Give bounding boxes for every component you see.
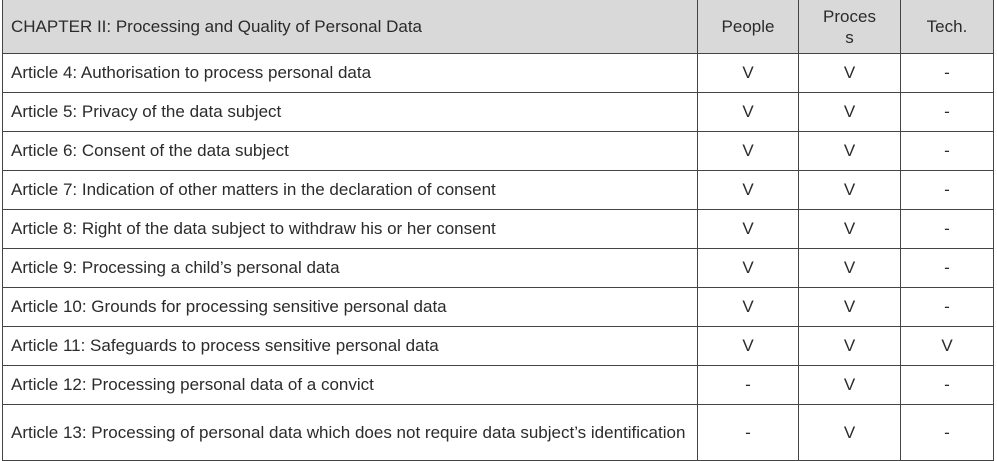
header-tech: Tech.: [900, 0, 994, 54]
tech-cell: -: [900, 209, 994, 249]
people-cell: V: [697, 53, 799, 93]
tech-cell: -: [900, 92, 994, 132]
table-row: Article 6: Consent of the data subject V V…: [2, 131, 994, 171]
tech-cell: -: [900, 53, 994, 93]
process-cell: V: [798, 209, 901, 249]
article-cell: Article 8: Right of the data subject to …: [2, 209, 698, 249]
article-cell: Article 9: Processing a child’s personal…: [2, 248, 698, 288]
people-cell: V: [697, 248, 799, 288]
article-cell: Article 13: Processing of personal data …: [2, 404, 698, 461]
tech-cell: -: [900, 131, 994, 171]
process-cell: V: [798, 53, 901, 93]
article-cell: Article 12: Processing personal data of …: [2, 365, 698, 405]
tech-cell: -: [900, 365, 994, 405]
article-cell: Article 11: Safeguards to process sensit…: [2, 326, 698, 366]
header-people: People: [697, 0, 799, 54]
table-row: Article 13: Processing of personal data …: [2, 404, 994, 461]
process-cell: V: [798, 326, 901, 366]
article-cell: Article 6: Consent of the data subject: [2, 131, 698, 171]
table-row: Article 5: Privacy of the data subject V V…: [2, 92, 994, 132]
table-row: Article 4: Authorisation to process pers…: [2, 53, 994, 93]
process-cell: V: [798, 170, 901, 210]
process-cell: V: [798, 131, 901, 171]
article-cell: Article 10: Grounds for processing sensi…: [2, 287, 698, 327]
people-cell: V: [697, 326, 799, 366]
tech-cell: V: [900, 326, 994, 366]
tech-cell: -: [900, 287, 994, 327]
article-cell: Article 7: Indication of other matters i…: [2, 170, 698, 210]
people-cell: V: [697, 287, 799, 327]
article-cell: Article 5: Privacy of the data subject: [2, 92, 698, 132]
article-cell: Article 4: Authorisation to process pers…: [2, 53, 698, 93]
table-row: Article 12: Processing personal data of …: [2, 365, 994, 405]
process-cell: V: [798, 248, 901, 288]
header-process: Process: [798, 0, 901, 54]
people-cell: V: [697, 170, 799, 210]
table-row: Article 8: Right of the data subject to …: [2, 209, 994, 249]
people-cell: -: [697, 365, 799, 405]
people-cell: V: [697, 92, 799, 132]
process-cell: V: [798, 287, 901, 327]
table-row: Article 7: Indication of other matters i…: [2, 170, 994, 210]
table-row: Article 11: Safeguards to process sensit…: [2, 326, 994, 366]
people-cell: V: [697, 131, 799, 171]
people-cell: V: [697, 209, 799, 249]
tech-cell: -: [900, 248, 994, 288]
table-row: Article 10: Grounds for processing sensi…: [2, 287, 994, 327]
process-cell: V: [798, 92, 901, 132]
people-cell: -: [697, 404, 799, 461]
header-row: CHAPTER II: Processing and Quality of Pe…: [2, 0, 994, 54]
header-chapter: CHAPTER II: Processing and Quality of Pe…: [2, 0, 698, 54]
header-process-label: Process: [823, 6, 876, 47]
tech-cell: -: [900, 170, 994, 210]
process-cell: V: [798, 404, 901, 461]
tech-cell: -: [900, 404, 994, 461]
process-cell: V: [798, 365, 901, 405]
table-row: Article 9: Processing a child’s personal…: [2, 248, 994, 288]
